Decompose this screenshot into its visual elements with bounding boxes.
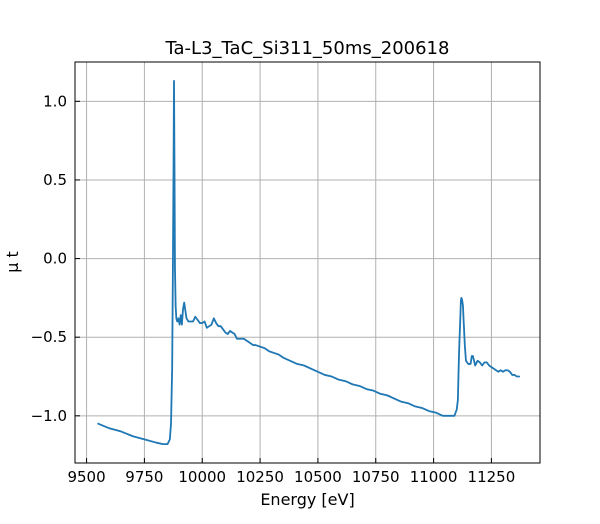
x-tick-label: 9500 (67, 468, 105, 486)
y-axis-label: μ t (3, 251, 22, 273)
x-tick-label: 10000 (178, 468, 226, 486)
series-line (97, 79, 521, 446)
y-tick-label: −1.0 (31, 407, 67, 425)
x-axis-ticks: 9500 9750 10000 10250 10500 10750 11000 11250 (67, 458, 515, 486)
x-tick-label: 9750 (125, 468, 163, 486)
x-axis-label: Energy [eV] (260, 490, 354, 509)
y-tick-label: 1.0 (43, 92, 67, 110)
plot-area (97, 79, 521, 446)
y-axis-ticks: −1.0 −0.5 0.0 0.5 1.0 (31, 92, 80, 425)
axes-frame (74, 61, 541, 464)
chart-title: Ta-L3_TaC_Si311_50ms_200618 (165, 38, 450, 59)
x-tick-label: 10500 (294, 468, 342, 486)
x-tick-label: 11250 (468, 468, 516, 486)
y-tick-label: −0.5 (31, 328, 67, 346)
x-tick-label: 11000 (410, 468, 458, 486)
y-tick-label: 0.5 (43, 171, 67, 189)
x-tick-label: 10750 (352, 468, 400, 486)
y-tick-label: 0.0 (43, 250, 67, 268)
grid (75, 62, 540, 463)
x-tick-label: 10250 (236, 468, 284, 486)
